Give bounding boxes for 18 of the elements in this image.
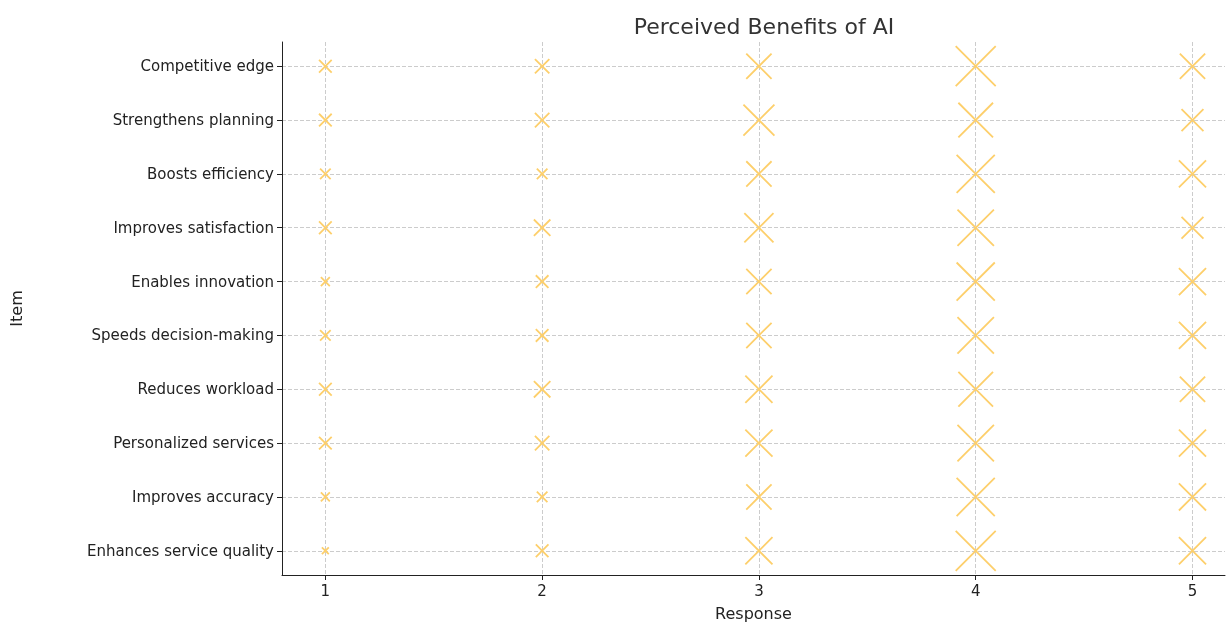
y-tick-label: Personalized services: [113, 434, 275, 453]
x-tick-label: 2: [537, 581, 547, 600]
y-tick-label: Competitive edge: [140, 57, 274, 76]
x-tick-label: 4: [970, 581, 981, 600]
y-tick-label: Strengthens planning: [112, 111, 274, 130]
y-tick-label: Improves accuracy: [132, 487, 275, 506]
y-tick-label: Boosts efficiency: [147, 164, 275, 183]
y-tick-label: Enhances service quality: [86, 541, 275, 560]
x-axis-title: Response: [715, 603, 792, 623]
x-tick-label: 3: [754, 581, 764, 600]
chart-title: Perceived Benefits of AI: [633, 13, 895, 39]
y-tick-label: Enables innovation: [131, 272, 274, 291]
y-tick-label: Speeds decision-making: [91, 326, 274, 345]
x-tick-label: 5: [1187, 581, 1198, 600]
y-tick-label: Improves satisfaction: [113, 218, 274, 237]
y-tick-label: Reduces workload: [137, 380, 274, 399]
y-axis-title: Item: [6, 290, 26, 327]
x-tick-label: 1: [320, 581, 331, 600]
